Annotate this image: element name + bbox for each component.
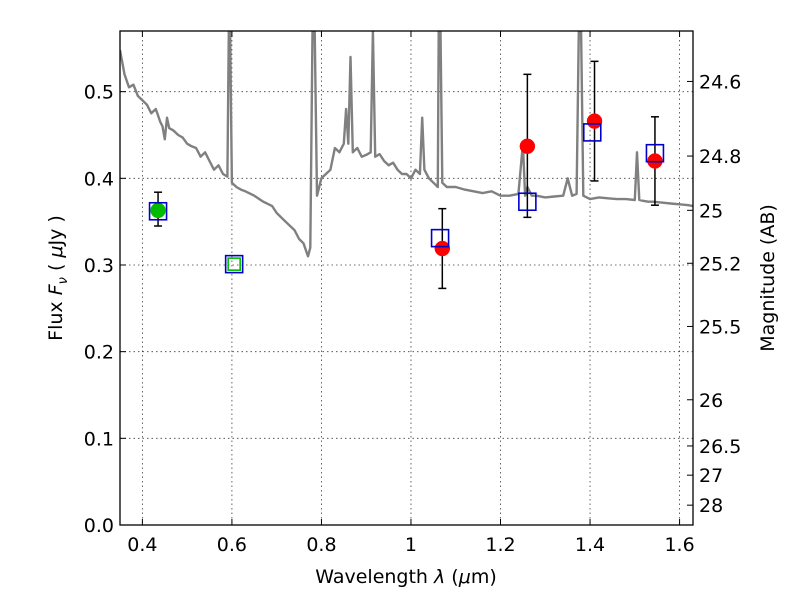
y2-tick-label: 27 [699,465,723,487]
y2-tick-label: 24.6 [699,71,741,93]
grid-lines [120,31,693,526]
photometry-markers [148,60,665,290]
data-point-circle [434,240,451,257]
data-point-square [518,192,537,212]
y2-tick-label: 26.5 [699,436,741,458]
plot-frame [119,30,694,526]
y-axis-label-unit-close: Jy ) [45,215,67,246]
y-axis-label: Flux Fν ( μJy ) [45,215,71,341]
y2-axis-ticks: 24.6 24.8 25 25.2 25.5 26 26.5 27 28 [687,71,741,517]
y-axis-label-nu: ν [56,277,71,284]
x-tick-label: 0.4 [127,534,157,556]
x-axis-label-lambda: λ [433,566,445,588]
y-axis-label-unit-open: ( [45,258,67,278]
x-tick-label: 1.6 [664,534,694,556]
x-axis-label: Wavelength λ (μm) [315,566,496,588]
y-tick-label: 0.3 [84,255,114,277]
template-spectrum [120,31,693,258]
y-tick-label: 0.4 [84,168,114,190]
data-point-circle [150,202,166,219]
y-tick-label: 0.1 [84,428,114,450]
data-point-circle [586,113,603,129]
x-tick-label: 1.4 [575,534,605,556]
y2-tick-label: 25.5 [699,316,741,338]
y-axis-label-text: Flux [45,295,67,341]
data-point-square [582,123,602,142]
y2-axis-label: Magnitude (AB) [757,204,779,352]
x-axis-label-text: Wavelength [315,566,434,588]
data-point-square [227,257,241,271]
y2-tick-label: 24.8 [699,146,741,168]
y2-tick-label: 25.2 [699,253,741,275]
x-tick-label: 0.8 [306,534,336,556]
x-tick-label: 1.2 [485,534,515,556]
data-point-square [430,228,450,248]
y2-tick-label: 28 [699,495,723,517]
y-axis-label-mu: μ [45,245,67,258]
y-axis-label-F: F [45,283,67,295]
data-point-circle [519,138,536,155]
data-point-square [645,143,665,163]
x-axis-label-unit-close: m) [471,566,497,588]
x-tick-label: 0.6 [217,534,247,556]
spectrum-line [120,31,693,258]
data-point-square [224,254,244,274]
y2-tick-label: 25 [699,200,723,222]
data-point-square [148,201,168,221]
y2-tick-label: 26 [699,390,723,412]
x-axis-ticks: 0.4 0.6 0.8 1 1.2 1.4 1.6 [127,31,695,556]
x-axis-label-unit-open: ( [445,566,458,588]
y-tick-label: 0.0 [84,515,114,537]
x-tick-label: 1 [405,534,417,556]
y-axis-ticks: 0.0 0.1 0.2 0.3 0.4 0.5 [84,82,126,537]
y-tick-label: 0.2 [84,342,114,364]
x-axis-label-mu: μ [458,566,471,588]
y-tick-label: 0.5 [84,82,114,104]
